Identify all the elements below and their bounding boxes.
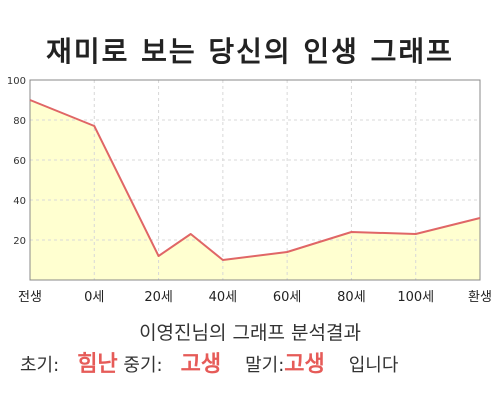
x-tick-label: 20세	[144, 290, 173, 305]
area-fill	[30, 100, 480, 280]
plot-frame	[29, 79, 481, 281]
late-value: 고생	[284, 352, 325, 377]
x-tick-label: 40세	[209, 290, 238, 305]
mid-value: 고생	[180, 352, 222, 377]
x-tick-label: 60세	[273, 290, 302, 305]
early-value: 힘난	[77, 352, 118, 377]
early-label: 초기:	[20, 355, 60, 376]
x-tick-label: 100세	[397, 290, 434, 305]
y-tick-label: 20	[13, 236, 26, 247]
chart-title: 재미로 보는 당신의 인생 그래프	[46, 35, 454, 68]
x-tick-label: 환생	[468, 290, 492, 305]
ending-text: 입니다	[348, 355, 399, 376]
x-tick-label: 0세	[84, 290, 104, 305]
y-tick-label: 80	[13, 116, 26, 127]
x-tick-label: 80세	[337, 290, 366, 305]
y-tick-label: 60	[13, 156, 26, 167]
summary-title: 이영진님의 그래프 분석결과	[139, 322, 361, 344]
late-label: 말기:	[245, 355, 285, 376]
mid-label: 중기:	[123, 355, 163, 376]
x-tick-label: 전생	[18, 290, 42, 305]
y-tick-label: 40	[13, 196, 26, 207]
series-line	[29, 99, 481, 261]
summary-result: 초기: 힘난 중기: 고생 말기:고생 입니다	[20, 346, 480, 378]
y-tick-label: 100	[7, 76, 26, 87]
